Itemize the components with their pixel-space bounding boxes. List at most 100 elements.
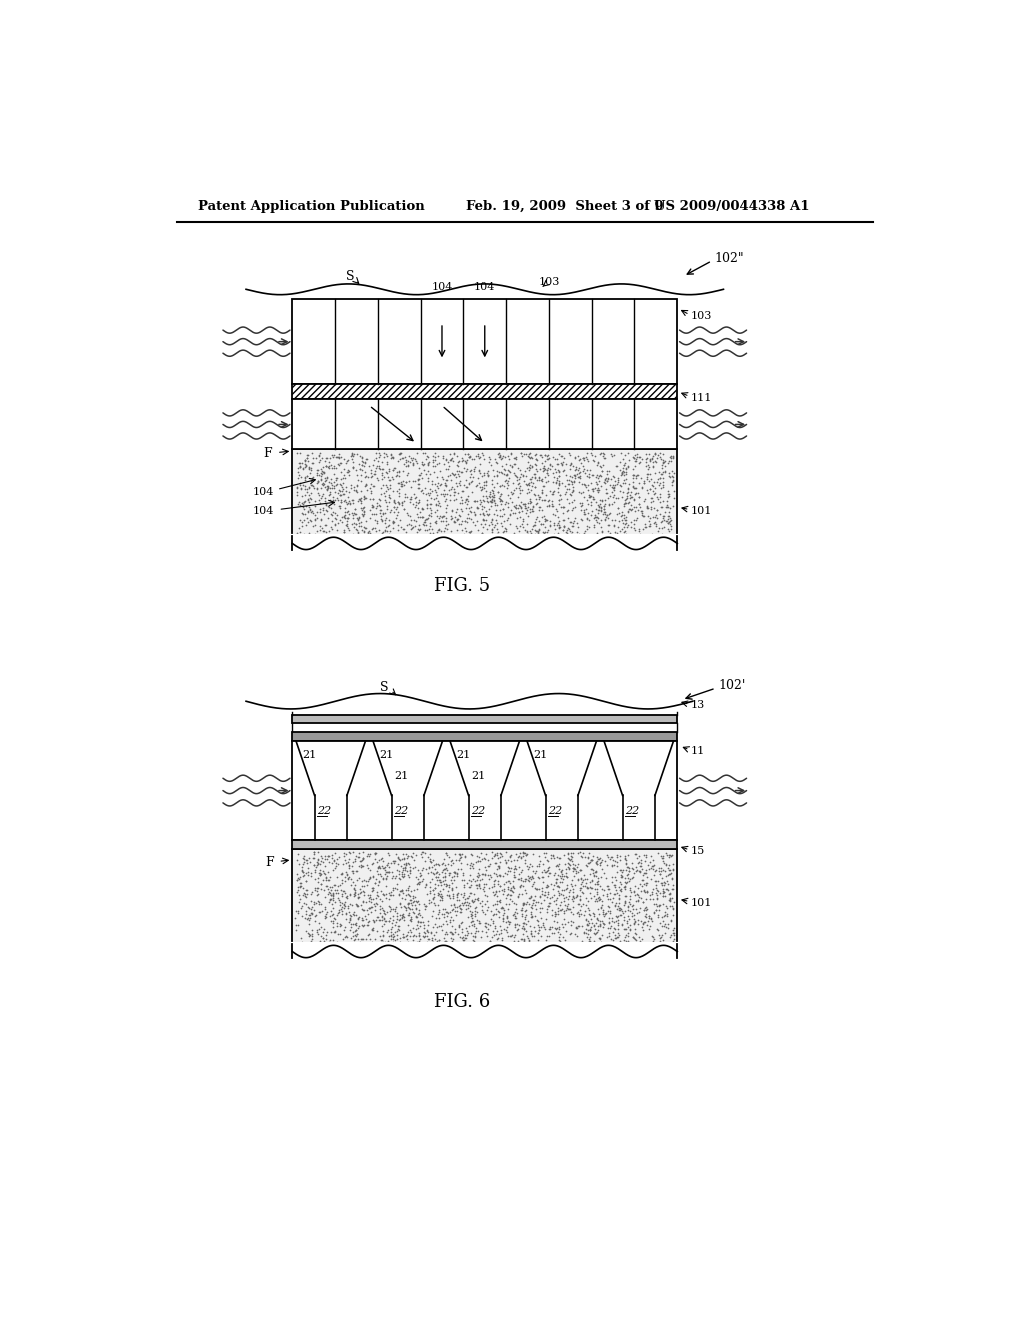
- Point: [341, 911, 357, 932]
- Point: [463, 508, 479, 529]
- Point: [462, 445, 478, 466]
- Point: [427, 511, 443, 532]
- Point: [395, 866, 412, 887]
- Point: [355, 506, 372, 527]
- Point: [607, 894, 624, 915]
- Point: [615, 876, 632, 898]
- Point: [300, 512, 316, 533]
- Point: [334, 896, 350, 917]
- Point: [385, 851, 401, 873]
- Point: [563, 499, 580, 520]
- Point: [331, 890, 347, 911]
- Point: [423, 851, 439, 873]
- Point: [575, 461, 592, 482]
- Point: [583, 920, 599, 941]
- Point: [297, 467, 313, 488]
- Point: [497, 849, 513, 870]
- Point: [426, 444, 442, 465]
- Point: [319, 475, 336, 496]
- Point: [520, 496, 537, 517]
- Point: [473, 927, 489, 948]
- Point: [531, 486, 548, 507]
- Point: [638, 444, 654, 465]
- Point: [548, 855, 564, 876]
- Point: [558, 519, 574, 540]
- Point: [593, 475, 609, 496]
- Point: [316, 879, 333, 900]
- Point: [580, 459, 596, 480]
- Point: [571, 888, 588, 909]
- Point: [558, 453, 574, 474]
- Point: [579, 873, 595, 894]
- Point: [652, 486, 669, 507]
- Point: [461, 507, 477, 528]
- Point: [440, 513, 457, 535]
- Point: [628, 861, 644, 882]
- Point: [465, 511, 481, 532]
- Point: [492, 506, 508, 527]
- Point: [634, 502, 650, 523]
- Point: [417, 899, 433, 920]
- Point: [551, 494, 567, 515]
- Point: [501, 857, 517, 878]
- Point: [651, 861, 668, 882]
- Point: [382, 520, 398, 541]
- Point: [299, 478, 315, 499]
- Point: [354, 850, 371, 871]
- Point: [348, 479, 365, 500]
- Point: [520, 444, 537, 465]
- Point: [640, 854, 656, 875]
- Point: [584, 445, 600, 466]
- Point: [288, 915, 304, 936]
- Point: [329, 916, 345, 937]
- Point: [408, 470, 424, 491]
- Point: [526, 477, 543, 498]
- Point: [508, 903, 524, 924]
- Point: [324, 511, 340, 532]
- Point: [311, 865, 328, 886]
- Point: [522, 902, 539, 923]
- Point: [527, 878, 544, 899]
- Point: [431, 929, 447, 950]
- Point: [538, 843, 554, 865]
- Point: [596, 496, 612, 517]
- Point: [422, 850, 438, 871]
- Point: [304, 925, 321, 946]
- Point: [348, 861, 365, 882]
- Point: [386, 457, 402, 478]
- Point: [508, 843, 524, 865]
- Point: [651, 925, 668, 946]
- Point: [367, 843, 383, 865]
- Point: [399, 455, 416, 477]
- Point: [355, 847, 372, 869]
- Point: [316, 503, 333, 524]
- Point: [617, 917, 634, 939]
- Point: [424, 471, 440, 492]
- Point: [612, 859, 629, 880]
- Point: [580, 924, 596, 945]
- Point: [515, 465, 531, 486]
- Point: [539, 462, 555, 483]
- Point: [520, 870, 537, 891]
- Point: [654, 523, 671, 544]
- Point: [553, 867, 569, 888]
- Point: [528, 520, 545, 541]
- Point: [477, 500, 494, 521]
- Point: [296, 457, 312, 478]
- Point: [346, 920, 362, 941]
- Point: [461, 886, 477, 907]
- Point: [389, 465, 406, 486]
- Point: [457, 874, 473, 895]
- Point: [406, 890, 422, 911]
- Point: [573, 495, 590, 516]
- Point: [388, 480, 404, 502]
- Point: [563, 911, 580, 932]
- Point: [632, 521, 648, 543]
- Point: [436, 506, 453, 527]
- Point: [397, 483, 414, 504]
- Point: [323, 906, 339, 927]
- Point: [623, 882, 639, 903]
- Point: [614, 461, 631, 482]
- Point: [447, 849, 464, 870]
- Point: [300, 450, 316, 471]
